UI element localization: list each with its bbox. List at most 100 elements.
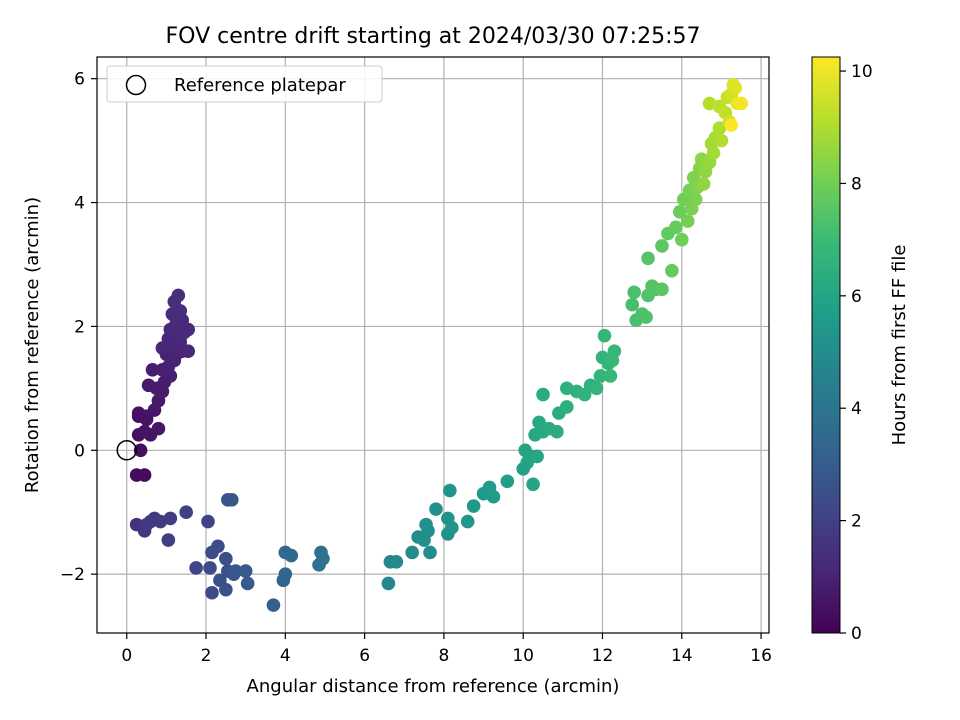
data-point xyxy=(389,554,404,569)
x-tick-label: 4 xyxy=(280,646,291,666)
x-axis-label: Angular distance from reference (arcmin) xyxy=(247,676,620,697)
data-point xyxy=(641,251,655,266)
data-point xyxy=(284,548,299,563)
data-point xyxy=(655,282,669,297)
data-point xyxy=(151,421,166,436)
data-point xyxy=(603,369,618,383)
data-point xyxy=(143,514,158,529)
data-point xyxy=(145,362,160,377)
data-point xyxy=(240,576,255,591)
colorbar-tick-label: 4 xyxy=(851,399,862,419)
data-point xyxy=(405,545,419,560)
data-point xyxy=(536,387,550,402)
data-point xyxy=(445,520,459,535)
x-tick-label: 8 xyxy=(438,646,449,666)
data-point xyxy=(133,443,148,458)
data-points xyxy=(129,78,749,612)
data-point xyxy=(139,412,154,427)
plot-background xyxy=(97,57,769,633)
data-point xyxy=(219,551,233,566)
data-point xyxy=(228,564,243,578)
data-point xyxy=(680,214,695,228)
y-tick-label: 2 xyxy=(74,317,85,337)
data-point xyxy=(589,381,604,396)
data-point xyxy=(137,468,152,482)
data-point xyxy=(181,344,195,358)
x-tick-label: 12 xyxy=(592,646,614,666)
data-point xyxy=(526,477,540,492)
data-point xyxy=(278,567,293,581)
plot-frame xyxy=(96,56,770,634)
data-point xyxy=(443,483,457,498)
colorbar-tick-label: 0 xyxy=(851,624,862,644)
data-point xyxy=(625,297,640,312)
data-point xyxy=(724,118,739,132)
data-point xyxy=(460,514,475,529)
y-tick-label: 4 xyxy=(74,194,85,214)
data-point xyxy=(605,353,620,368)
data-point xyxy=(266,598,281,612)
colorbar: 0 2 4 6 8 10 Hours from first FF file xyxy=(811,56,910,644)
x-tick-label: 6 xyxy=(359,646,370,666)
y-axis: −2 0 2 4 6 xyxy=(60,70,97,585)
data-point xyxy=(665,263,679,278)
y-axis-label: Rotation from reference (arcmin) xyxy=(22,197,43,493)
data-point xyxy=(238,564,253,578)
grid-lines xyxy=(97,57,769,633)
data-point xyxy=(224,493,239,507)
data-point xyxy=(205,585,219,600)
data-point xyxy=(688,192,703,207)
data-point xyxy=(201,514,215,529)
data-point xyxy=(674,232,689,247)
colorbar-label: Hours from first FF file xyxy=(889,245,910,446)
y-tick-label: 6 xyxy=(74,70,85,90)
data-point xyxy=(639,310,653,324)
data-point xyxy=(672,205,687,219)
data-point xyxy=(421,524,435,538)
data-point xyxy=(171,288,186,303)
legend: Reference platepar xyxy=(106,65,383,103)
data-point xyxy=(696,177,711,191)
data-point xyxy=(466,499,481,513)
data-point xyxy=(189,561,203,575)
data-point xyxy=(728,81,743,95)
x-axis: 0 2 4 6 8 10 12 14 16 xyxy=(121,633,772,666)
data-point xyxy=(655,239,669,253)
data-point xyxy=(500,474,515,489)
plot-area xyxy=(96,56,770,634)
data-point xyxy=(486,489,501,504)
chart-title: FOV centre drift starting at 2024/03/30 … xyxy=(166,24,701,49)
x-tick-label: 14 xyxy=(671,646,693,666)
data-point xyxy=(381,576,396,591)
data-point xyxy=(560,400,574,414)
legend-reference-icon xyxy=(125,74,147,96)
colorbar-tick-label: 8 xyxy=(851,174,862,194)
data-point xyxy=(211,539,225,554)
data-point xyxy=(593,369,608,383)
y-tick-label: 0 xyxy=(74,441,85,461)
legend-box xyxy=(106,65,383,103)
y-tick-label: −2 xyxy=(60,565,85,585)
colorbar-tick-label: 2 xyxy=(851,512,862,532)
data-point xyxy=(219,582,233,597)
colorbar-tick-label: 10 xyxy=(851,62,873,82)
data-point xyxy=(714,133,729,148)
data-point xyxy=(316,551,330,566)
x-tick-label: 16 xyxy=(750,646,772,666)
data-point xyxy=(203,561,217,575)
data-point xyxy=(706,146,721,160)
data-point xyxy=(550,424,564,439)
data-point xyxy=(423,545,437,560)
data-point xyxy=(669,220,683,235)
legend-label: Reference platepar xyxy=(174,75,346,96)
data-point xyxy=(712,121,727,136)
colorbar-ticks: 0 2 4 6 8 10 xyxy=(840,62,873,644)
data-point xyxy=(429,502,443,516)
data-point xyxy=(734,96,749,111)
colorbar-tick-label: 6 xyxy=(851,287,862,307)
x-tick-label: 0 xyxy=(121,646,132,666)
x-tick-label: 10 xyxy=(512,646,534,666)
data-point xyxy=(530,449,544,464)
data-point xyxy=(627,285,642,300)
data-point xyxy=(179,505,194,520)
